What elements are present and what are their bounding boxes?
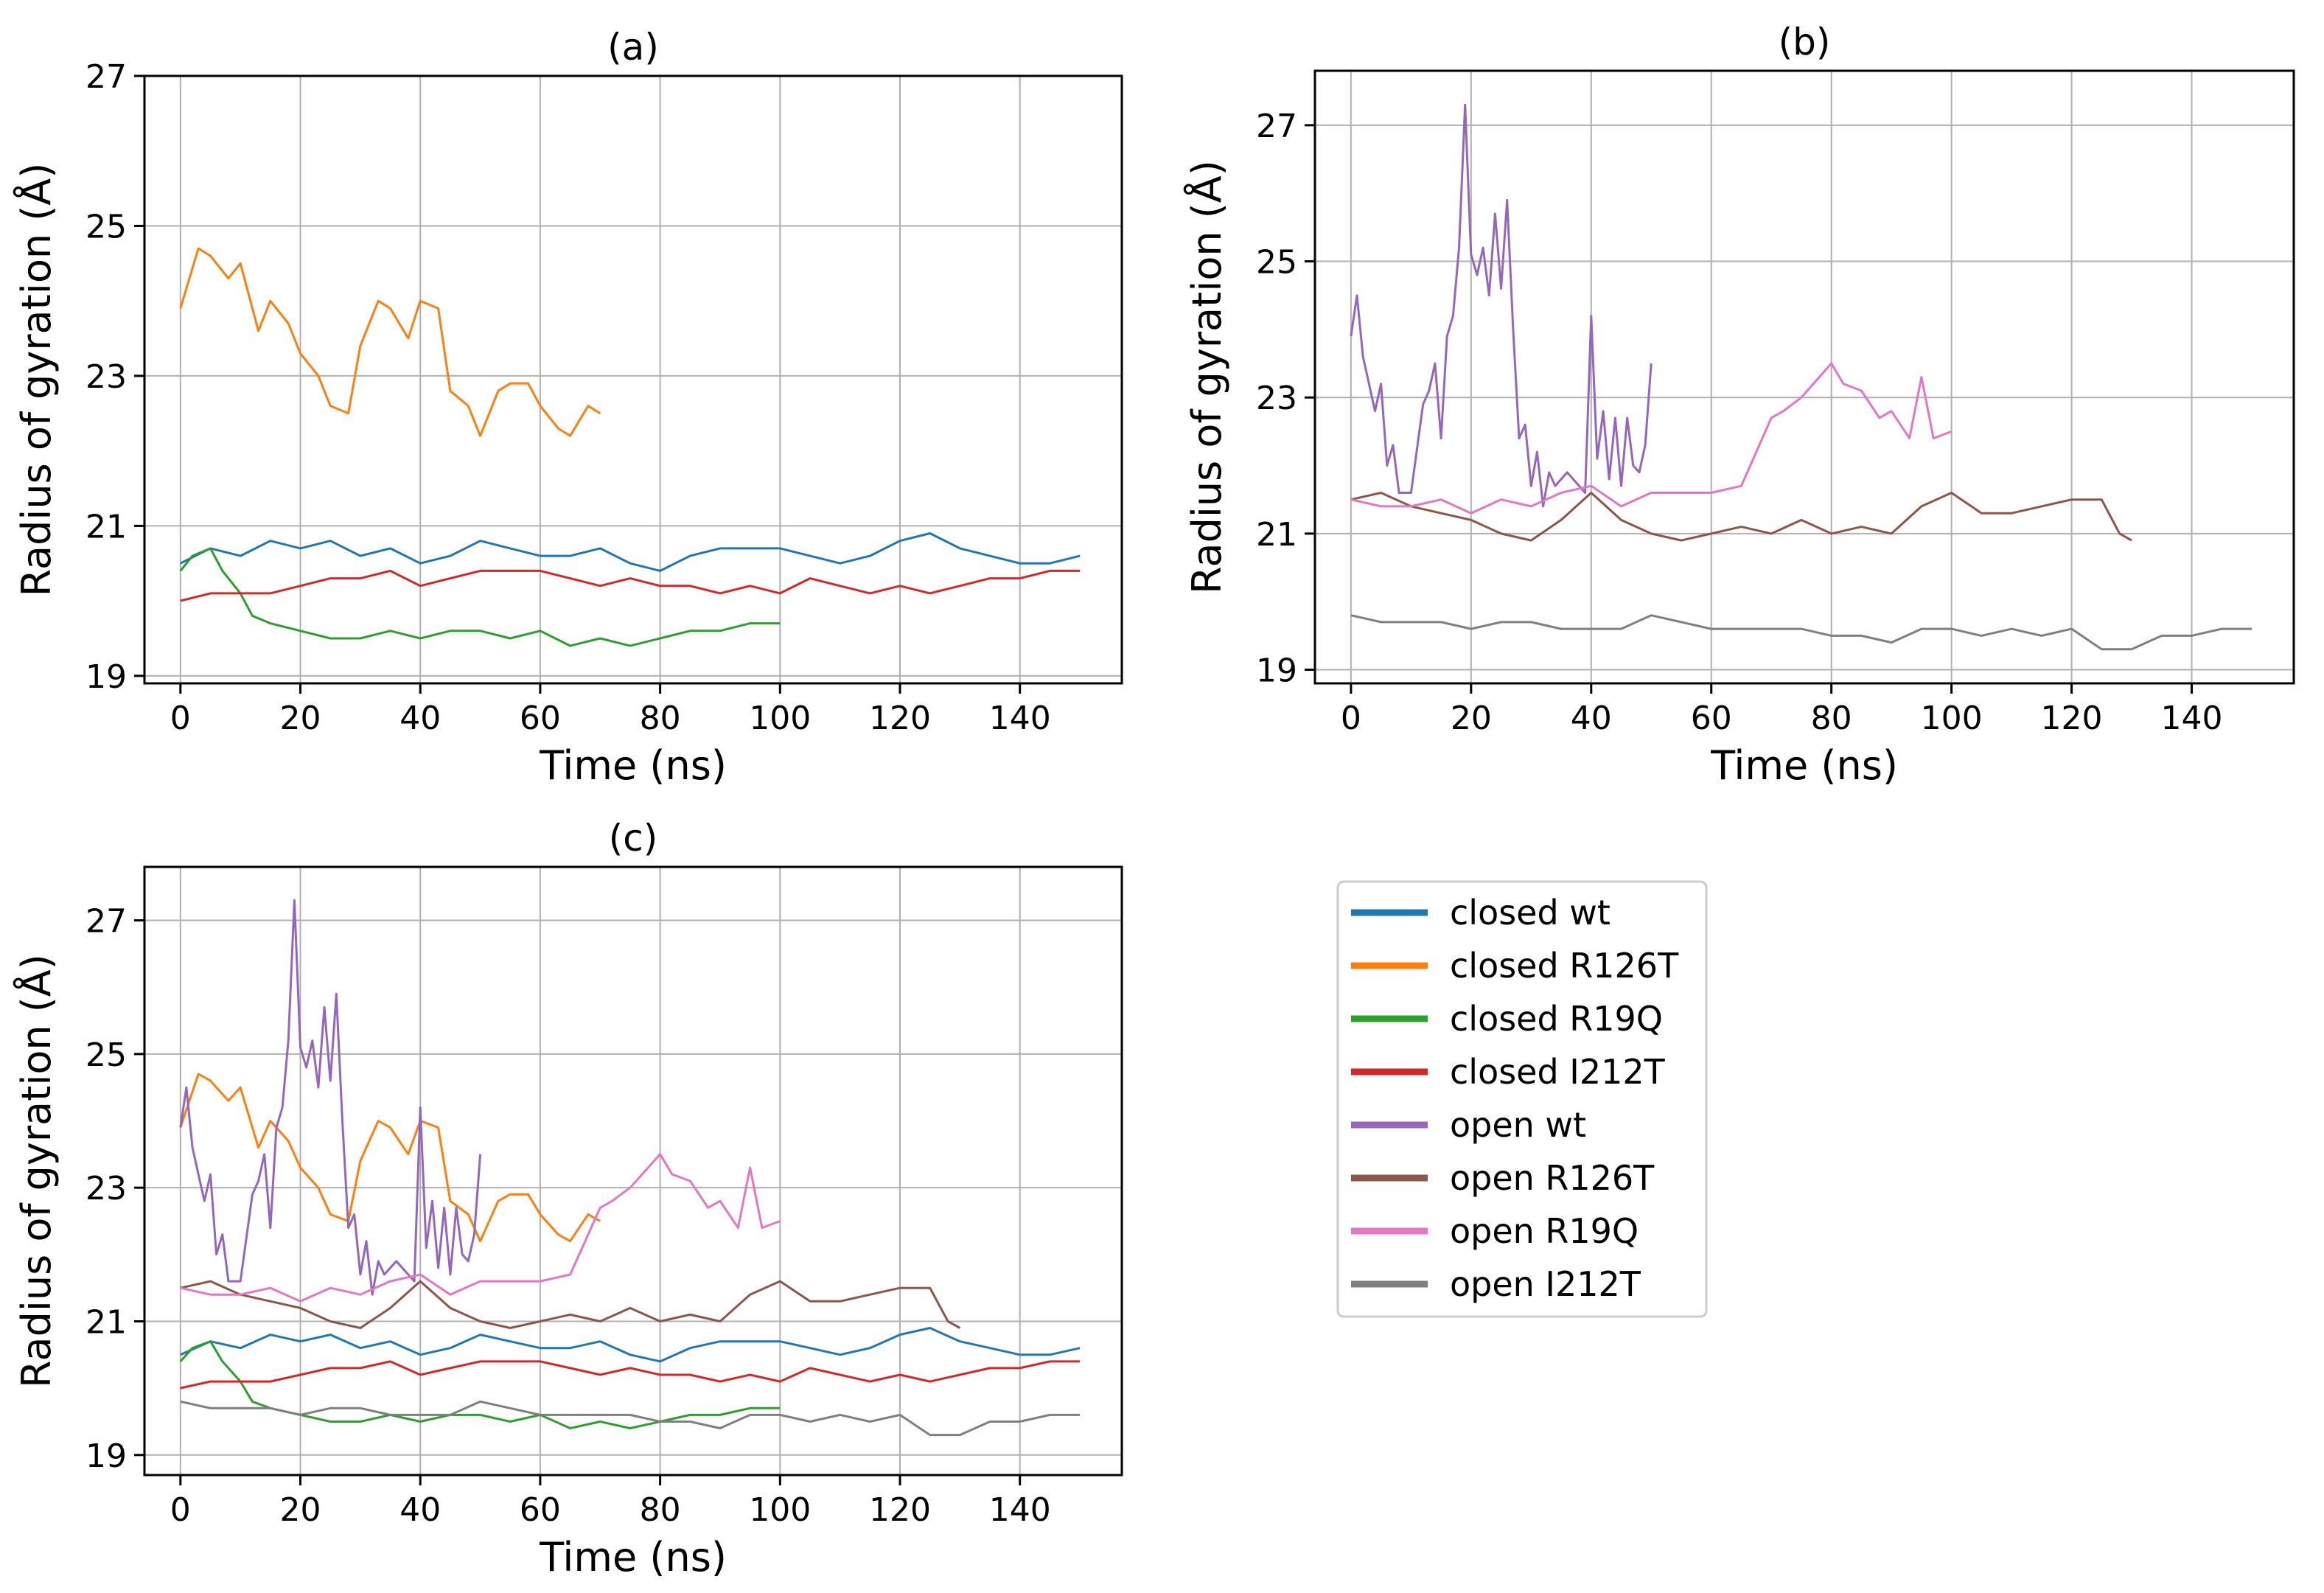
series-line-open-i212t: [180, 1400, 1081, 1437]
x-tick-label: 120: [869, 1491, 931, 1529]
legend-label-open-r19q: open R19Q: [1450, 1211, 1639, 1251]
y-axis-label: Radius of gyration (Å): [1183, 160, 1230, 594]
y-tick-label: 21: [86, 508, 127, 545]
y-tick-label: 27: [1256, 108, 1297, 145]
series-line-open-r126t: [1350, 492, 2132, 542]
x-tick-label: 140: [989, 1491, 1051, 1529]
y-tick-label: 23: [86, 358, 127, 396]
plot-frame: [1313, 69, 2295, 685]
x-tick-label: 80: [1811, 700, 1852, 737]
x-axis-label: Time (ns): [1710, 742, 1898, 789]
x-tick-label: 20: [280, 700, 321, 737]
x-tick-label: 60: [520, 1491, 561, 1529]
x-tick-label: 140: [2161, 700, 2223, 737]
x-tick-label: 100: [1921, 700, 1983, 737]
x-tick-label: 80: [640, 700, 681, 737]
series-line-closed-i212t: [180, 1360, 1081, 1390]
series-line-closed-wt: [180, 532, 1081, 572]
legend-box: [1336, 880, 1708, 1318]
y-tick-label: 27: [86, 903, 127, 941]
x-tick-label: 20: [280, 1491, 321, 1529]
legend-label-closed-i212t: closed I212T: [1450, 1052, 1666, 1092]
y-tick-label: 21: [86, 1303, 127, 1341]
legend-label-open-wt: open wt: [1450, 1105, 1586, 1145]
x-axis-label: Time (ns): [539, 742, 727, 789]
series-line-open-r126t: [180, 1280, 961, 1329]
series-line-closed-wt: [180, 1327, 1081, 1363]
x-tick-label: 120: [2041, 700, 2103, 737]
y-tick-label: 19: [86, 658, 127, 696]
x-tick-label: 20: [1451, 700, 1492, 737]
series-line-closed-r19q: [179, 1340, 781, 1429]
x-axis-label: Time (ns): [539, 1534, 727, 1580]
legend-label-closed-r126t: closed R126T: [1450, 946, 1679, 986]
y-tick-label: 19: [1256, 652, 1297, 690]
plot-frame: [143, 74, 1123, 685]
x-tick-label: 0: [1341, 700, 1361, 737]
y-tick-label: 25: [86, 1036, 127, 1074]
x-tick-label: 100: [749, 700, 811, 737]
x-tick-label: 60: [520, 700, 561, 737]
series-line-open-wt: [179, 899, 482, 1296]
x-tick-label: 140: [989, 700, 1051, 737]
plot-frame: [143, 865, 1123, 1477]
y-tick-label: 27: [86, 58, 127, 96]
legend-label-open-i212t: open I212T: [1450, 1264, 1641, 1304]
y-axis-label: Radius of gyration (Å): [13, 954, 60, 1388]
series-line-open-r19q: [180, 1153, 781, 1303]
legend-label-open-r126t: open R126T: [1450, 1158, 1655, 1198]
x-tick-label: 0: [170, 700, 191, 737]
series-line-open-wt: [1350, 103, 1653, 508]
y-tick-label: 23: [1256, 380, 1297, 417]
legend: closed wt closed R126T closed R19Q closed I…: [1336, 880, 1708, 1318]
y-tick-label: 19: [86, 1437, 127, 1475]
y-axis-label: Radius of gyration (Å): [13, 163, 60, 597]
series-line-closed-i212t: [180, 569, 1081, 602]
y-tick-label: 25: [1256, 244, 1297, 282]
panel-title: (b): [1779, 21, 1831, 63]
chart-panel-c: 0 20 40 60 80 100 120 140 19 21 23 25 27 (c) Time (ns)…: [13, 817, 1123, 1580]
x-tick-label: 100: [749, 1491, 811, 1529]
chart-panel-b: 0 20 40 60 80 100 120 140 19 21 23 25 27 (b) Time (ns)…: [1183, 21, 2295, 789]
series-line-closed-r126t: [179, 1073, 601, 1243]
x-tick-label: 80: [640, 1491, 681, 1529]
panel-title: (a): [607, 26, 659, 69]
x-tick-label: 40: [399, 700, 441, 737]
chart-panel-a: 0 20 40 60 80 100 120 140 19 21 23 25 27 (a) Time (ns)…: [13, 26, 1123, 789]
legend-label-closed-wt: closed wt: [1450, 893, 1611, 933]
x-tick-label: 40: [399, 1491, 441, 1529]
legend-label-closed-r19q: closed R19Q: [1450, 999, 1663, 1039]
x-tick-label: 120: [869, 700, 931, 737]
y-tick-label: 21: [1256, 516, 1297, 554]
x-tick-label: 0: [170, 1491, 191, 1529]
panel-title: (c): [609, 817, 658, 860]
series-line-closed-r19q: [179, 547, 781, 647]
x-tick-label: 60: [1691, 700, 1732, 737]
y-tick-label: 23: [86, 1170, 127, 1207]
series-line-open-r19q: [1350, 362, 1953, 515]
x-tick-label: 40: [1571, 700, 1612, 737]
series-line-open-i212t: [1350, 614, 2252, 651]
series-line-closed-r126t: [179, 247, 601, 437]
y-tick-label: 25: [86, 208, 127, 245]
